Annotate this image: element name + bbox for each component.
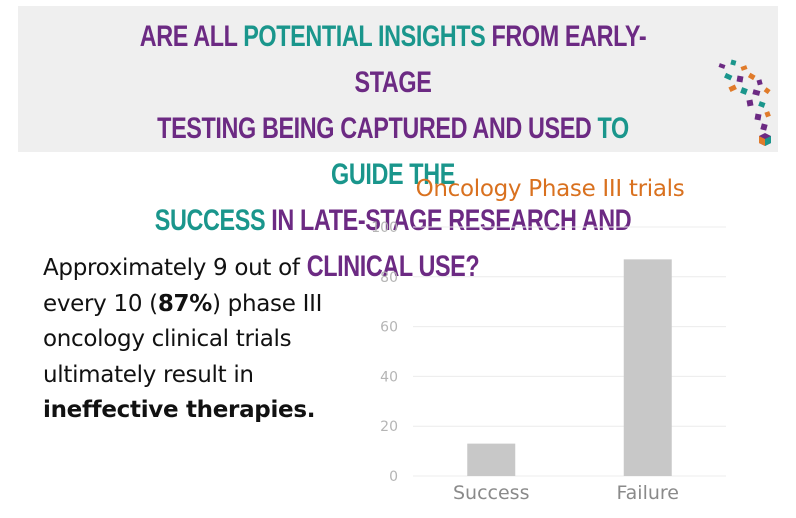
summary-part-2: ) phase III oncology clinical trials ult… <box>43 290 323 388</box>
headline-segment: testing being captured and used <box>157 112 598 145</box>
bar-failure <box>623 259 672 476</box>
summary-highlight-percent: 87% <box>157 290 212 317</box>
chart-x-axis: Success Failure <box>453 482 679 504</box>
headline-segment: from early-stage <box>354 20 647 99</box>
x-category-label: Failure <box>616 482 679 504</box>
header-banner: Are all potential insights from early-st… <box>18 6 778 283</box>
headline-line-1: Are all potential insights from early-st… <box>124 14 662 106</box>
headline-segment: to guide the <box>331 112 629 191</box>
y-tick-label: 60 <box>380 320 398 336</box>
chart-title: Oncology Phase III trials <box>415 176 685 202</box>
headline-segment: in late-stage research and clinical use? <box>265 204 632 283</box>
bar-success <box>467 443 516 476</box>
headline-segment: potential insights <box>243 20 486 53</box>
chart-gridlines <box>413 226 726 477</box>
y-tick-label: 0 <box>389 469 398 485</box>
summary-text: Approximately 9 out of every 10 (87%) ph… <box>43 251 343 429</box>
headline-line-3: success in late-stage research and clini… <box>124 198 662 290</box>
y-tick-label: 40 <box>380 369 398 385</box>
headline: Are all potential insights from early-st… <box>124 14 662 290</box>
cube-cluster-logo-icon <box>718 59 771 146</box>
headline-segment: success <box>154 204 266 237</box>
bar-chart: 0 20 40 60 80 100 Success Failure <box>371 220 726 504</box>
x-category-label: Success <box>453 482 529 504</box>
y-tick-label: 80 <box>380 270 398 286</box>
y-tick-label: 100 <box>371 220 398 236</box>
summary-part-1: Approximately 9 out of every 10 ( <box>43 255 300 317</box>
chart-y-axis: 0 20 40 60 80 100 <box>371 220 398 485</box>
headline-segment: Are all <box>139 20 244 53</box>
summary-emphasis: ineffective therapies. <box>43 397 316 423</box>
y-tick-label: 20 <box>380 419 398 435</box>
chart-bars <box>467 259 672 476</box>
headline-line-2: testing being captured and used to guide… <box>124 106 662 198</box>
